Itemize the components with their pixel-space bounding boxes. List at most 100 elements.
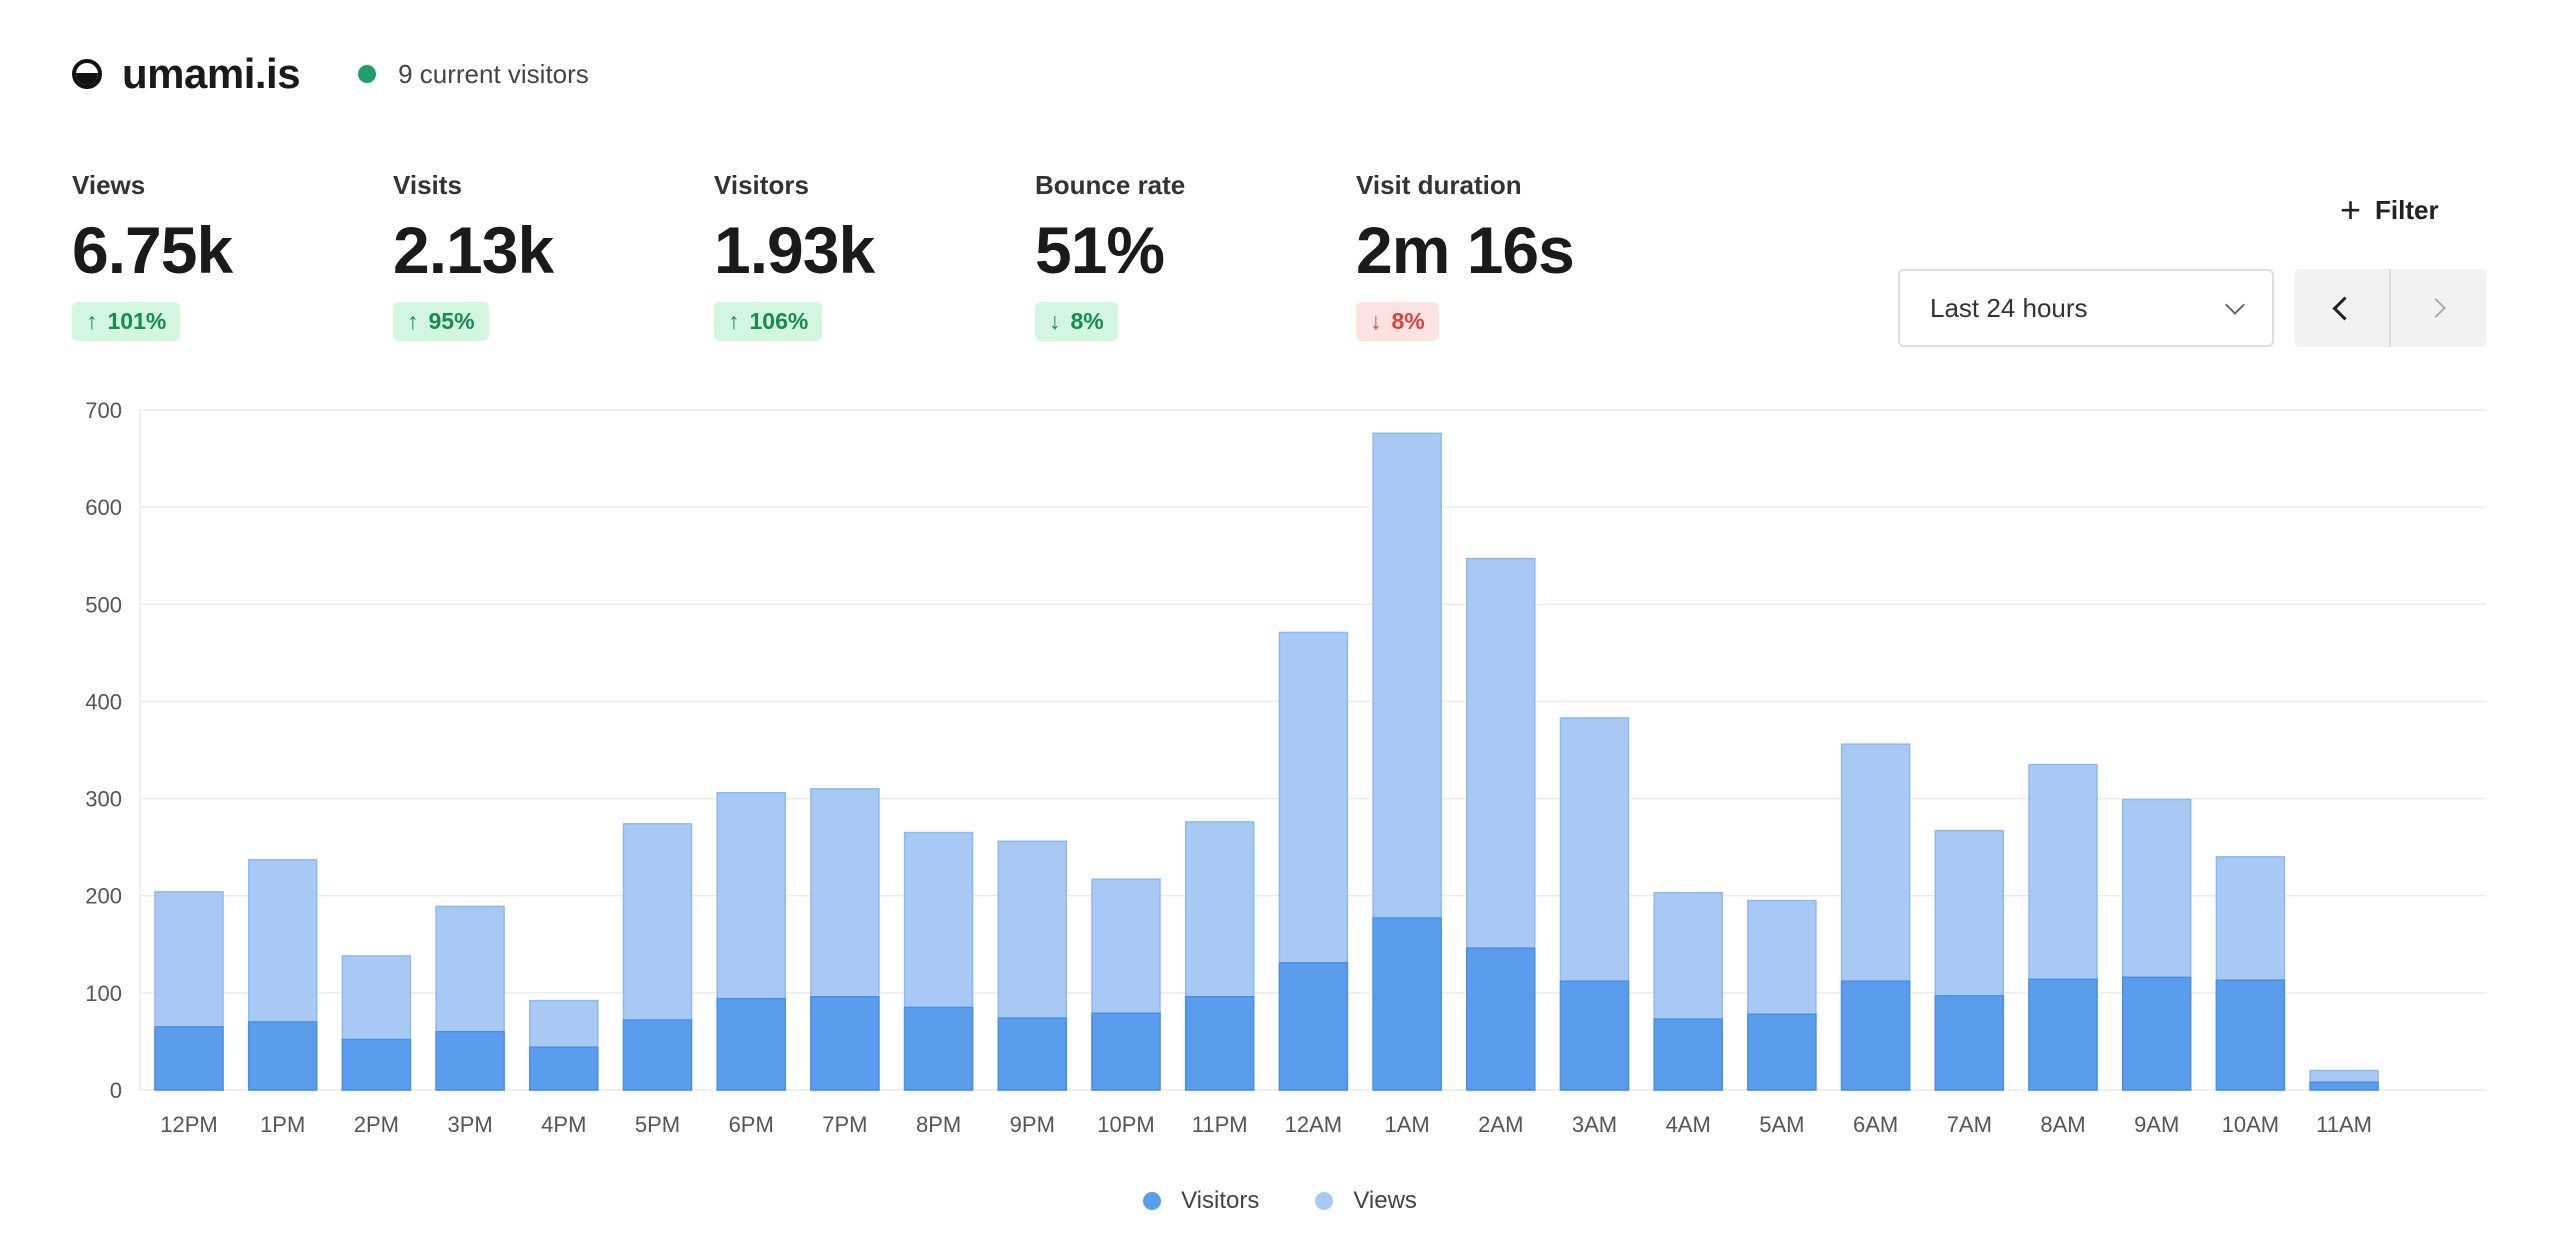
y-tick-label: 700 bbox=[85, 398, 122, 423]
metric-change-badge: ↓ 8% bbox=[1035, 302, 1118, 341]
umami-logo-icon bbox=[72, 59, 102, 89]
x-tick-label: 10PM bbox=[1097, 1112, 1154, 1137]
filter-label: Filter bbox=[2375, 194, 2439, 225]
legend-dot-views bbox=[1315, 1192, 1334, 1210]
metric-value: 6.75k bbox=[72, 213, 233, 287]
pageviews-bar-chart: 0 100 200 300 400 500 600 700 12PM 1PM 2PM 3PM 4PM 5P… bbox=[85, 398, 2486, 1137]
x-tick-label: 3PM bbox=[447, 1112, 492, 1137]
bar-visitors[interactable] bbox=[247, 1021, 318, 1091]
x-tick-label: 9AM bbox=[2134, 1112, 2179, 1137]
bar-visitors[interactable] bbox=[810, 995, 880, 1091]
legend-dot-visitors bbox=[1143, 1192, 1162, 1210]
bar-visitors[interactable] bbox=[1184, 995, 1255, 1091]
y-tick-label: 600 bbox=[85, 495, 122, 520]
bar-visitors[interactable] bbox=[341, 1038, 412, 1091]
metric-value: 51% bbox=[1035, 213, 1165, 287]
metric-change-value: 106% bbox=[749, 308, 809, 334]
bar-visitors[interactable] bbox=[1466, 947, 1536, 1091]
metric-change-value: 101% bbox=[107, 308, 167, 334]
bar-visitors[interactable] bbox=[1091, 1012, 1161, 1091]
x-tick-label: 4PM bbox=[541, 1112, 586, 1137]
x-tick-label: 1AM bbox=[1384, 1112, 1429, 1137]
date-range-select[interactable]: Last 24 hours bbox=[1898, 269, 2274, 347]
chevron-down-icon bbox=[2225, 295, 2245, 315]
arrow-up-icon: ↑ bbox=[86, 308, 98, 334]
x-tick-label: 7AM bbox=[1947, 1112, 1992, 1137]
bar-visitors[interactable] bbox=[622, 1019, 693, 1091]
x-tick-label: 12AM bbox=[1285, 1112, 1342, 1137]
x-tick-label: 9PM bbox=[1010, 1112, 1055, 1137]
legend-item-views[interactable]: Views bbox=[1315, 1187, 1417, 1215]
previous-period-button[interactable] bbox=[2294, 269, 2389, 347]
bar-visitors[interactable] bbox=[1840, 980, 1911, 1091]
metric-value: 2.13k bbox=[393, 213, 554, 287]
y-tick-label: 400 bbox=[85, 689, 122, 714]
filter-button[interactable]: + Filter bbox=[2340, 192, 2439, 228]
x-tick-label: 2PM bbox=[354, 1112, 399, 1137]
metric-change-value: 8% bbox=[1070, 308, 1104, 334]
date-range-value: Last 24 hours bbox=[1930, 292, 2088, 323]
x-tick-label: 11AM bbox=[2316, 1112, 2372, 1137]
bar-visitors[interactable] bbox=[997, 1017, 1068, 1091]
bar-visitors[interactable] bbox=[2309, 1081, 2379, 1091]
metric-label: Bounce rate bbox=[1035, 170, 1186, 200]
bar-visitors[interactable] bbox=[1278, 961, 1349, 1091]
metric-visit-duration: Visit duration 2m 16s ↓ 8% bbox=[1356, 170, 1677, 341]
x-tick-label: 6PM bbox=[729, 1112, 774, 1137]
date-nav-group bbox=[2294, 269, 2486, 347]
metrics-bar: Views 6.75k ↑ 101% Visits 2.13k ↑ 95% Visi… bbox=[72, 170, 1677, 341]
metric-change-value: 95% bbox=[428, 308, 475, 334]
site-header: umami.is 9 current visitors bbox=[72, 44, 589, 104]
y-tick-label: 200 bbox=[85, 884, 122, 909]
bar-visitors[interactable] bbox=[2121, 976, 2192, 1091]
chevron-left-icon bbox=[2332, 295, 2357, 321]
arrow-up-icon: ↑ bbox=[728, 308, 740, 334]
x-tick-label: 12PM bbox=[160, 1112, 217, 1137]
bar-visitors[interactable] bbox=[2028, 978, 2098, 1091]
y-tick-label: 300 bbox=[85, 787, 122, 812]
x-tick-label: 8AM bbox=[2040, 1112, 2085, 1137]
bar-visitors[interactable] bbox=[716, 997, 786, 1091]
y-tick-label: 500 bbox=[85, 592, 122, 617]
x-tick-label: 3AM bbox=[1572, 1112, 1617, 1137]
bar-visitors[interactable] bbox=[1372, 917, 1442, 1091]
legend-label-views: Views bbox=[1353, 1187, 1417, 1214]
bar-visitors[interactable] bbox=[529, 1046, 599, 1091]
x-tick-label: 4AM bbox=[1666, 1112, 1711, 1137]
chevron-right-icon bbox=[2425, 298, 2446, 318]
x-tick-label: 6AM bbox=[1853, 1112, 1898, 1137]
live-visitors-text: 9 current visitors bbox=[398, 58, 589, 89]
metric-value: 2m 16s bbox=[1356, 213, 1575, 287]
metric-change-badge: ↓ 8% bbox=[1356, 302, 1439, 341]
x-tick-label: 11PM bbox=[1192, 1112, 1248, 1137]
arrow-down-icon: ↓ bbox=[1370, 308, 1382, 334]
metric-value: 1.93k bbox=[714, 213, 875, 287]
site-name[interactable]: umami.is bbox=[122, 50, 301, 97]
x-tick-label: 2AM bbox=[1478, 1112, 1523, 1137]
legend-label-visitors: Visitors bbox=[1181, 1187, 1260, 1214]
metric-change-badge: ↑ 95% bbox=[393, 302, 489, 341]
bar-visitors[interactable] bbox=[1934, 995, 2005, 1091]
x-tick-label: 8PM bbox=[916, 1112, 961, 1137]
bar-visitors[interactable] bbox=[903, 1006, 974, 1091]
x-tick-label: 5PM bbox=[635, 1112, 680, 1137]
live-visitors: 9 current visitors bbox=[358, 59, 589, 90]
metric-visits: Visits 2.13k ↑ 95% bbox=[393, 170, 714, 341]
legend-item-visitors[interactable]: Visitors bbox=[1143, 1187, 1259, 1215]
plus-icon: + bbox=[2340, 189, 2362, 230]
metric-label: Views bbox=[72, 170, 146, 200]
bar-visitors[interactable] bbox=[154, 1026, 224, 1091]
bar-visitors[interactable] bbox=[1747, 1013, 1817, 1091]
bar-visitors[interactable] bbox=[1559, 980, 1630, 1091]
next-period-button[interactable] bbox=[2389, 269, 2486, 347]
metric-change-badge: ↑ 106% bbox=[714, 302, 823, 341]
metric-label: Visits bbox=[393, 170, 462, 200]
metric-views: Views 6.75k ↑ 101% bbox=[72, 170, 393, 341]
chart-legend: Visitors Views bbox=[0, 1187, 2560, 1215]
y-tick-label: 0 bbox=[110, 1078, 122, 1103]
bar-visitors[interactable] bbox=[1653, 1018, 1723, 1091]
bar-visitors[interactable] bbox=[435, 1030, 505, 1091]
metric-change-value: 8% bbox=[1391, 308, 1425, 334]
bar-visitors[interactable] bbox=[2215, 979, 2286, 1091]
metric-visitors: Visitors 1.93k ↑ 106% bbox=[714, 170, 1035, 341]
